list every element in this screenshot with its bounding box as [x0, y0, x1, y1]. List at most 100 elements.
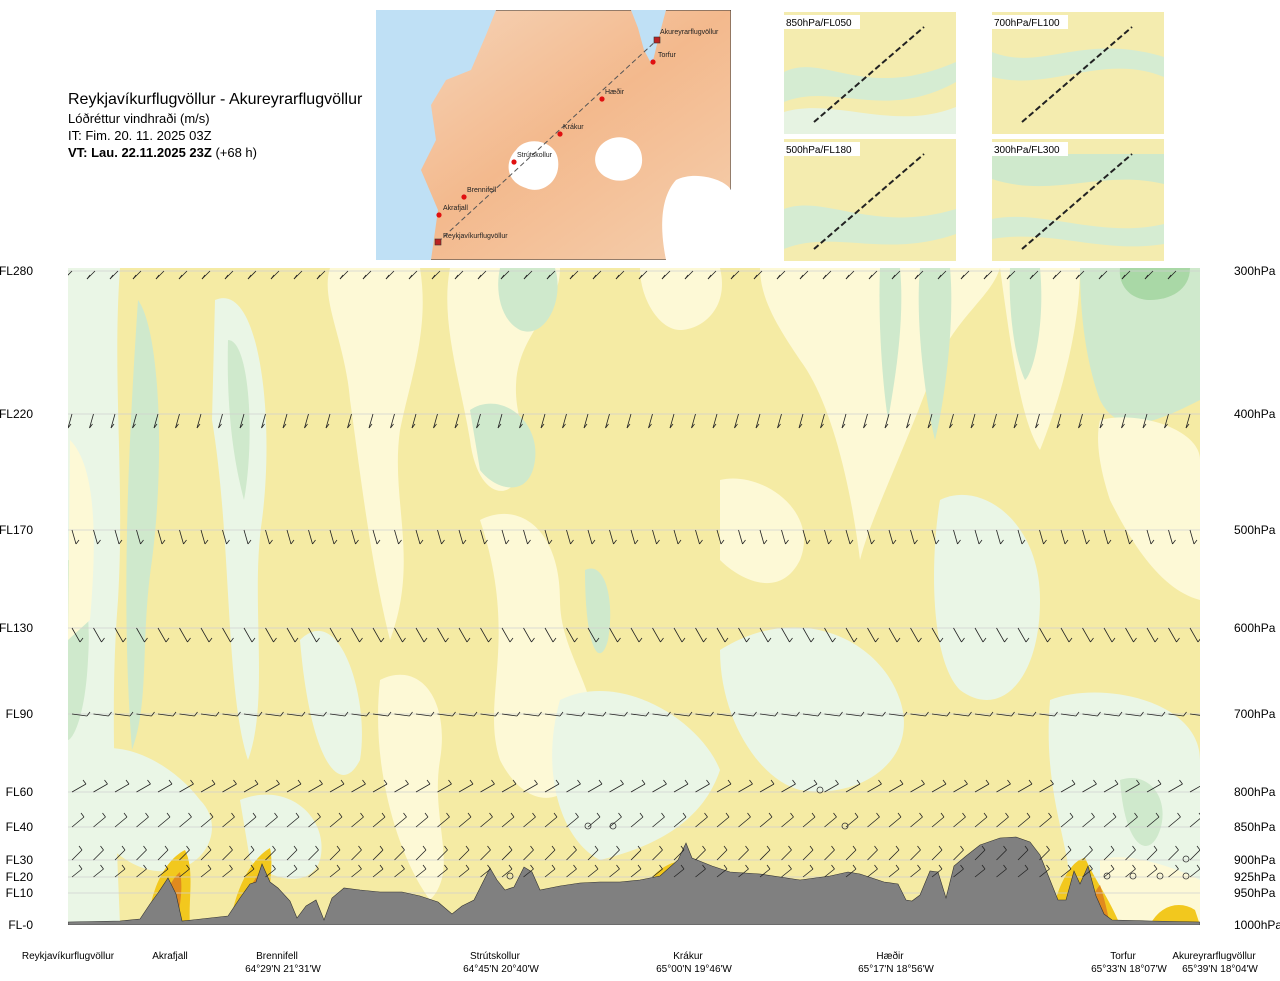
wind-barb-flag: [1193, 539, 1198, 545]
wind-barb-flag: [598, 779, 603, 785]
wind-barb-flag: [424, 812, 429, 818]
wind-barb-flag: [175, 423, 179, 429]
wind-barb: [996, 713, 1012, 717]
wind-barb-flag: [211, 779, 216, 785]
field-region: [552, 690, 720, 860]
wind-barb: [1168, 713, 1184, 717]
wind-barb: [265, 713, 281, 717]
wind-barb: [132, 270, 142, 280]
wind-barb-flag: [1132, 864, 1136, 870]
wind-barb: [218, 413, 223, 429]
wind-barb-flag: [489, 812, 493, 818]
wind-barb-flag: [431, 274, 436, 280]
waypoint-name: Strútskollur: [470, 951, 521, 962]
waypoint-name: Akrafjall: [152, 951, 188, 962]
route-map: Akureyrarflugvöllur Torfur Hæðir Krákur Strú…: [376, 10, 731, 260]
flight-level-label: FL170: [0, 523, 33, 537]
wind-barb-flag: [792, 779, 796, 785]
map-place-label: Reykjavíkurflugvöllur: [443, 233, 508, 240]
wind-barb-flag: [530, 864, 534, 870]
wind-barb: [501, 783, 517, 793]
wind-barb-flag: [992, 423, 996, 429]
wind-barb: [93, 713, 109, 717]
pressure-level-label: 300hPa: [1234, 264, 1276, 278]
wind-barb: [910, 868, 921, 878]
wind-barb: [953, 816, 966, 828]
map-waypoint-marker: [557, 131, 563, 137]
wind-barb-flag: [596, 812, 601, 818]
wind-barb-flag: [874, 845, 878, 851]
wind-barb: [329, 868, 341, 878]
wind-barb-flag: [423, 637, 428, 643]
wind-barb: [200, 627, 210, 643]
wind-barb-flag: [594, 845, 599, 851]
wind-barb-flag: [155, 274, 160, 280]
wind-barb: [630, 713, 647, 717]
wind-barb: [695, 627, 704, 643]
wind-barb: [136, 868, 147, 878]
wind-barb: [1189, 849, 1200, 861]
wind-barb: [501, 627, 511, 643]
wind-barb-flag: [1052, 274, 1057, 280]
wind-barb: [759, 713, 776, 717]
wind-barb-flag: [835, 779, 839, 785]
map-place-label: Akureyrarflugvöllur: [660, 29, 719, 36]
wind-barb: [308, 868, 319, 878]
wind-barb: [415, 529, 421, 545]
wind-barb-flag: [707, 274, 712, 280]
wind-barb-flag: [1179, 779, 1183, 785]
wind-barb: [802, 713, 819, 717]
wind-barb-flag: [495, 711, 499, 717]
wind-barb-flag: [301, 711, 306, 717]
wind-barb: [329, 627, 339, 643]
wind-barb: [308, 713, 324, 717]
wind-barb: [501, 868, 513, 878]
wind-barb: [587, 849, 599, 861]
flight-level-label: FL220: [0, 407, 33, 421]
wind-barb-flag: [153, 423, 158, 429]
wind-barb-flag: [273, 637, 277, 643]
field-region: [1100, 857, 1200, 925]
wind-barb: [222, 868, 233, 878]
wind-barb: [888, 849, 900, 861]
wind-barb-flag: [294, 637, 299, 643]
wind-barb-flag: [118, 539, 123, 545]
wind-barb: [867, 783, 882, 793]
wind-barb: [953, 868, 964, 878]
waypoint-coord: 65°17'N 18°56'W: [858, 964, 934, 975]
wind-barb: [523, 529, 528, 545]
wind-barb: [1098, 270, 1108, 280]
wind-barb-flag: [745, 864, 749, 870]
wind-barb-flag: [123, 812, 128, 818]
wind-barb: [1168, 868, 1179, 878]
wind-barb-flag: [663, 779, 667, 785]
flight-level-label: FL20: [6, 870, 34, 884]
wind-barb-flag: [897, 812, 902, 818]
wind-barb: [974, 783, 990, 793]
wind-barb-flag: [702, 864, 706, 870]
wind-barb: [110, 413, 116, 429]
wind-barb-flag: [164, 864, 169, 870]
wind-barb-flag: [164, 845, 169, 851]
wind-barb: [695, 868, 706, 878]
wind-barb-flag: [100, 845, 104, 851]
wind-barb: [587, 713, 604, 717]
wind-barb-flag: [1064, 539, 1069, 545]
wind-barb-flag: [1075, 274, 1080, 280]
wind-barb-flag: [387, 711, 392, 717]
wind-barb-flag: [1048, 812, 1052, 818]
wind-barb-flag: [104, 779, 108, 785]
wind-barb: [222, 713, 238, 717]
wind-barb: [609, 713, 625, 717]
wind-barb-flag: [731, 711, 736, 717]
wind-barb-flag: [290, 539, 295, 545]
wind-barb: [776, 270, 786, 280]
wind-barb-flag: [669, 423, 674, 429]
wind-barb-flag: [749, 779, 753, 785]
wind-barb-flag: [411, 423, 416, 429]
wind-barb-flag: [828, 539, 832, 545]
wind-barb-flag: [208, 637, 213, 643]
wind-barb-flag: [385, 274, 390, 280]
wind-barb: [695, 713, 711, 717]
wind-barb-flag: [594, 864, 599, 870]
